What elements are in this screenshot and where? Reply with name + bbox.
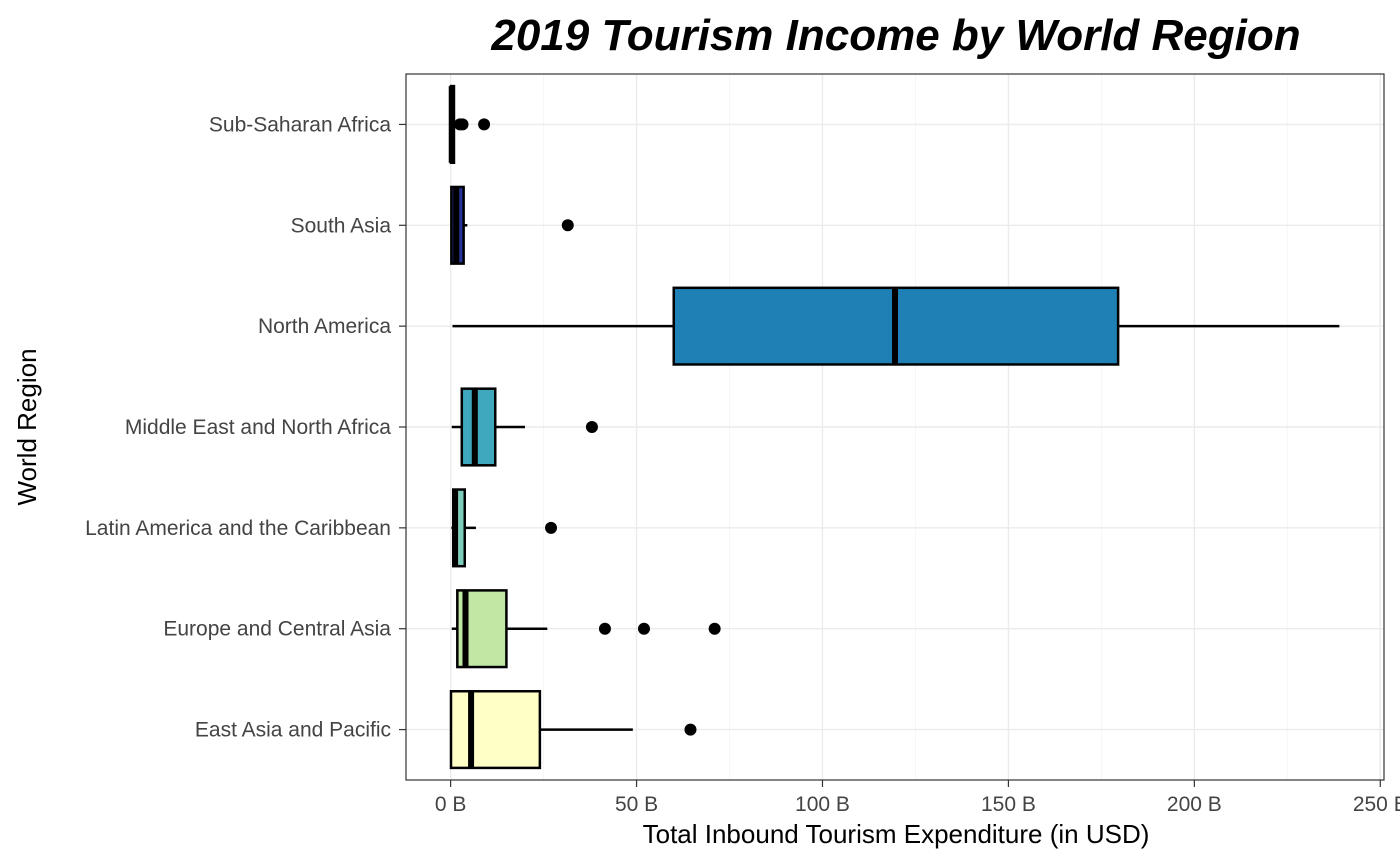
- box-group: [451, 387, 598, 467]
- y-tick-label: South Asia: [291, 214, 392, 237]
- y-tick-label: North America: [258, 315, 391, 338]
- y-axis-title: World Region: [12, 348, 42, 505]
- box-group: [449, 689, 697, 770]
- box-iqr: [460, 387, 497, 467]
- x-axis-title: Total Inbound Tourism Expenditure (in US…: [643, 819, 1150, 849]
- outlier-point: [561, 219, 574, 232]
- y-tick-label: Europe and Central Asia: [163, 618, 391, 641]
- x-tick-label: 50 B: [615, 793, 658, 816]
- x-tick-label: 0 B: [435, 793, 467, 816]
- outlier-point: [585, 421, 598, 433]
- x-tick-label: 200 B: [1167, 793, 1222, 816]
- box-group: [451, 589, 721, 669]
- y-tick-label: Latin America and the Caribbean: [85, 517, 391, 540]
- outlier-point: [478, 118, 491, 131]
- box-group: [451, 488, 558, 568]
- y-tick-label: East Asia and Pacific: [195, 719, 391, 742]
- outlier-point: [545, 521, 558, 534]
- y-tick-label: Sub-Saharan Africa: [209, 113, 391, 136]
- grid-lines: [406, 74, 1384, 780]
- box-iqr: [449, 689, 542, 770]
- outlier-point: [598, 622, 611, 635]
- outlier-point: [684, 723, 697, 736]
- outlier-point: [456, 118, 469, 131]
- y-axis-ticks: East Asia and Pacific Europe and Central …: [85, 113, 406, 742]
- box-group: [448, 84, 491, 165]
- box-group: [452, 286, 1340, 366]
- x-tick-label: 150 B: [981, 793, 1036, 816]
- chart-title: 2019 Tourism Income by World Region: [490, 11, 1300, 60]
- box-group: [450, 185, 574, 265]
- outlier-point: [637, 622, 650, 635]
- outlier-point: [708, 622, 721, 635]
- x-tick-label: 100 B: [795, 793, 850, 816]
- boxplot-series: [448, 84, 1340, 770]
- x-tick-label: 250 B: [1353, 793, 1400, 816]
- y-tick-label: Middle East and North Africa: [125, 416, 391, 439]
- x-axis-ticks: 0 B 50 B 100 B 150 B 200 B 250 B: [435, 780, 1400, 816]
